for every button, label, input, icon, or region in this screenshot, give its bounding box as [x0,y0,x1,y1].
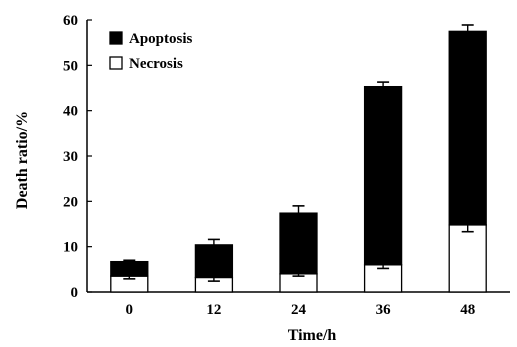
legend: Apoptosis Necrosis [109,31,193,72]
legend-label-necrosis: Necrosis [129,56,183,72]
necrosis-error-bar [461,224,474,233]
apoptosis-error-bar [292,205,305,214]
apoptosis-bar [363,85,403,266]
y-axis-label: Death ratio/% [14,111,31,209]
apoptosis-error-bar [377,81,390,87]
x-tick-label: 36 [376,302,392,318]
legend-label-apoptosis: Apoptosis [129,31,193,47]
y-tick-label: 50 [63,58,78,74]
legend-swatch-apoptosis [109,31,123,45]
x-axis: 0 12 24 36 48 [126,287,475,318]
apoptosis-error-bar [123,259,136,262]
y-tick-label: 30 [63,149,78,165]
bars [110,24,487,293]
y-tick-label: 10 [63,240,78,256]
y-axis: 0 10 20 30 40 50 60 [63,13,92,301]
x-tick-label: 0 [126,302,134,318]
apoptosis-error-bar [207,238,220,245]
apoptosis-bar [279,212,318,275]
legend-swatch-necrosis [109,56,123,70]
x-tick-label: 48 [460,302,475,318]
necrosis-bar [363,264,403,293]
y-tick-label: 40 [63,104,78,120]
apoptosis-bar [110,260,149,277]
x-tick-label: 24 [291,302,307,318]
necrosis-bar [448,224,487,293]
x-tick-label: 12 [206,302,221,318]
apoptosis-error-bar [461,24,474,32]
apoptosis-bar [194,244,234,279]
apoptosis-bar [448,30,487,226]
y-tick-label: 60 [63,13,78,29]
y-tick-label: 20 [63,194,78,210]
x-axis-label: Time/h [288,327,337,344]
y-tick-label: 0 [71,285,79,301]
